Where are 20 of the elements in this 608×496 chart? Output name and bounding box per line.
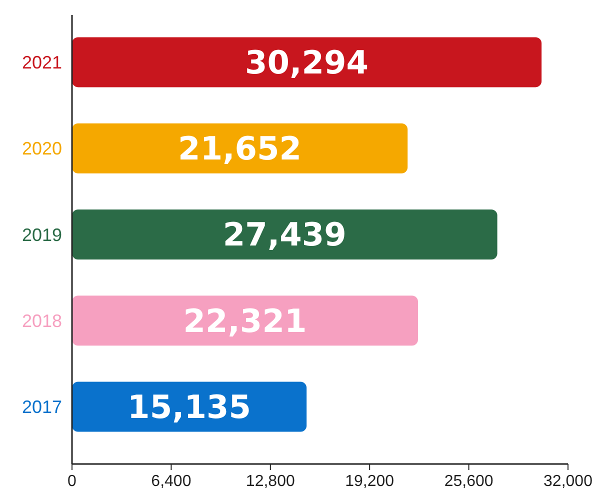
x-tick-label: 6,400 — [151, 473, 192, 490]
y-tick-label: 2017 — [22, 397, 62, 418]
y-tick-label: 2021 — [22, 52, 62, 73]
data-label: 22,321 — [183, 302, 307, 340]
x-tick-label: 12,800 — [246, 473, 295, 490]
y-tick-label: 2020 — [22, 138, 62, 159]
x-tick-label: 0 — [68, 473, 77, 490]
data-label: 27,439 — [222, 216, 346, 254]
x-tick-label: 25,600 — [444, 473, 494, 490]
data-label: 15,135 — [128, 388, 252, 426]
data-label: 30,294 — [245, 43, 369, 82]
bar — [72, 123, 408, 174]
y-tick-label: 2019 — [22, 224, 62, 245]
y-tick-label: 2018 — [22, 310, 62, 331]
x-tick-label: 19,200 — [345, 473, 394, 490]
bar — [72, 296, 418, 346]
data-label: 21,652 — [178, 130, 302, 168]
bar — [72, 37, 542, 88]
bar — [72, 210, 498, 260]
x-tick-label: 32,000 — [544, 473, 593, 490]
